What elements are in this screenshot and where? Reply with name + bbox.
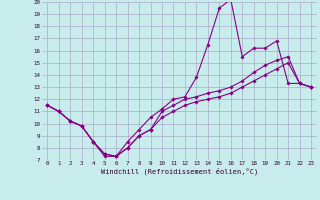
X-axis label: Windchill (Refroidissement éolien,°C): Windchill (Refroidissement éolien,°C) <box>100 168 258 175</box>
